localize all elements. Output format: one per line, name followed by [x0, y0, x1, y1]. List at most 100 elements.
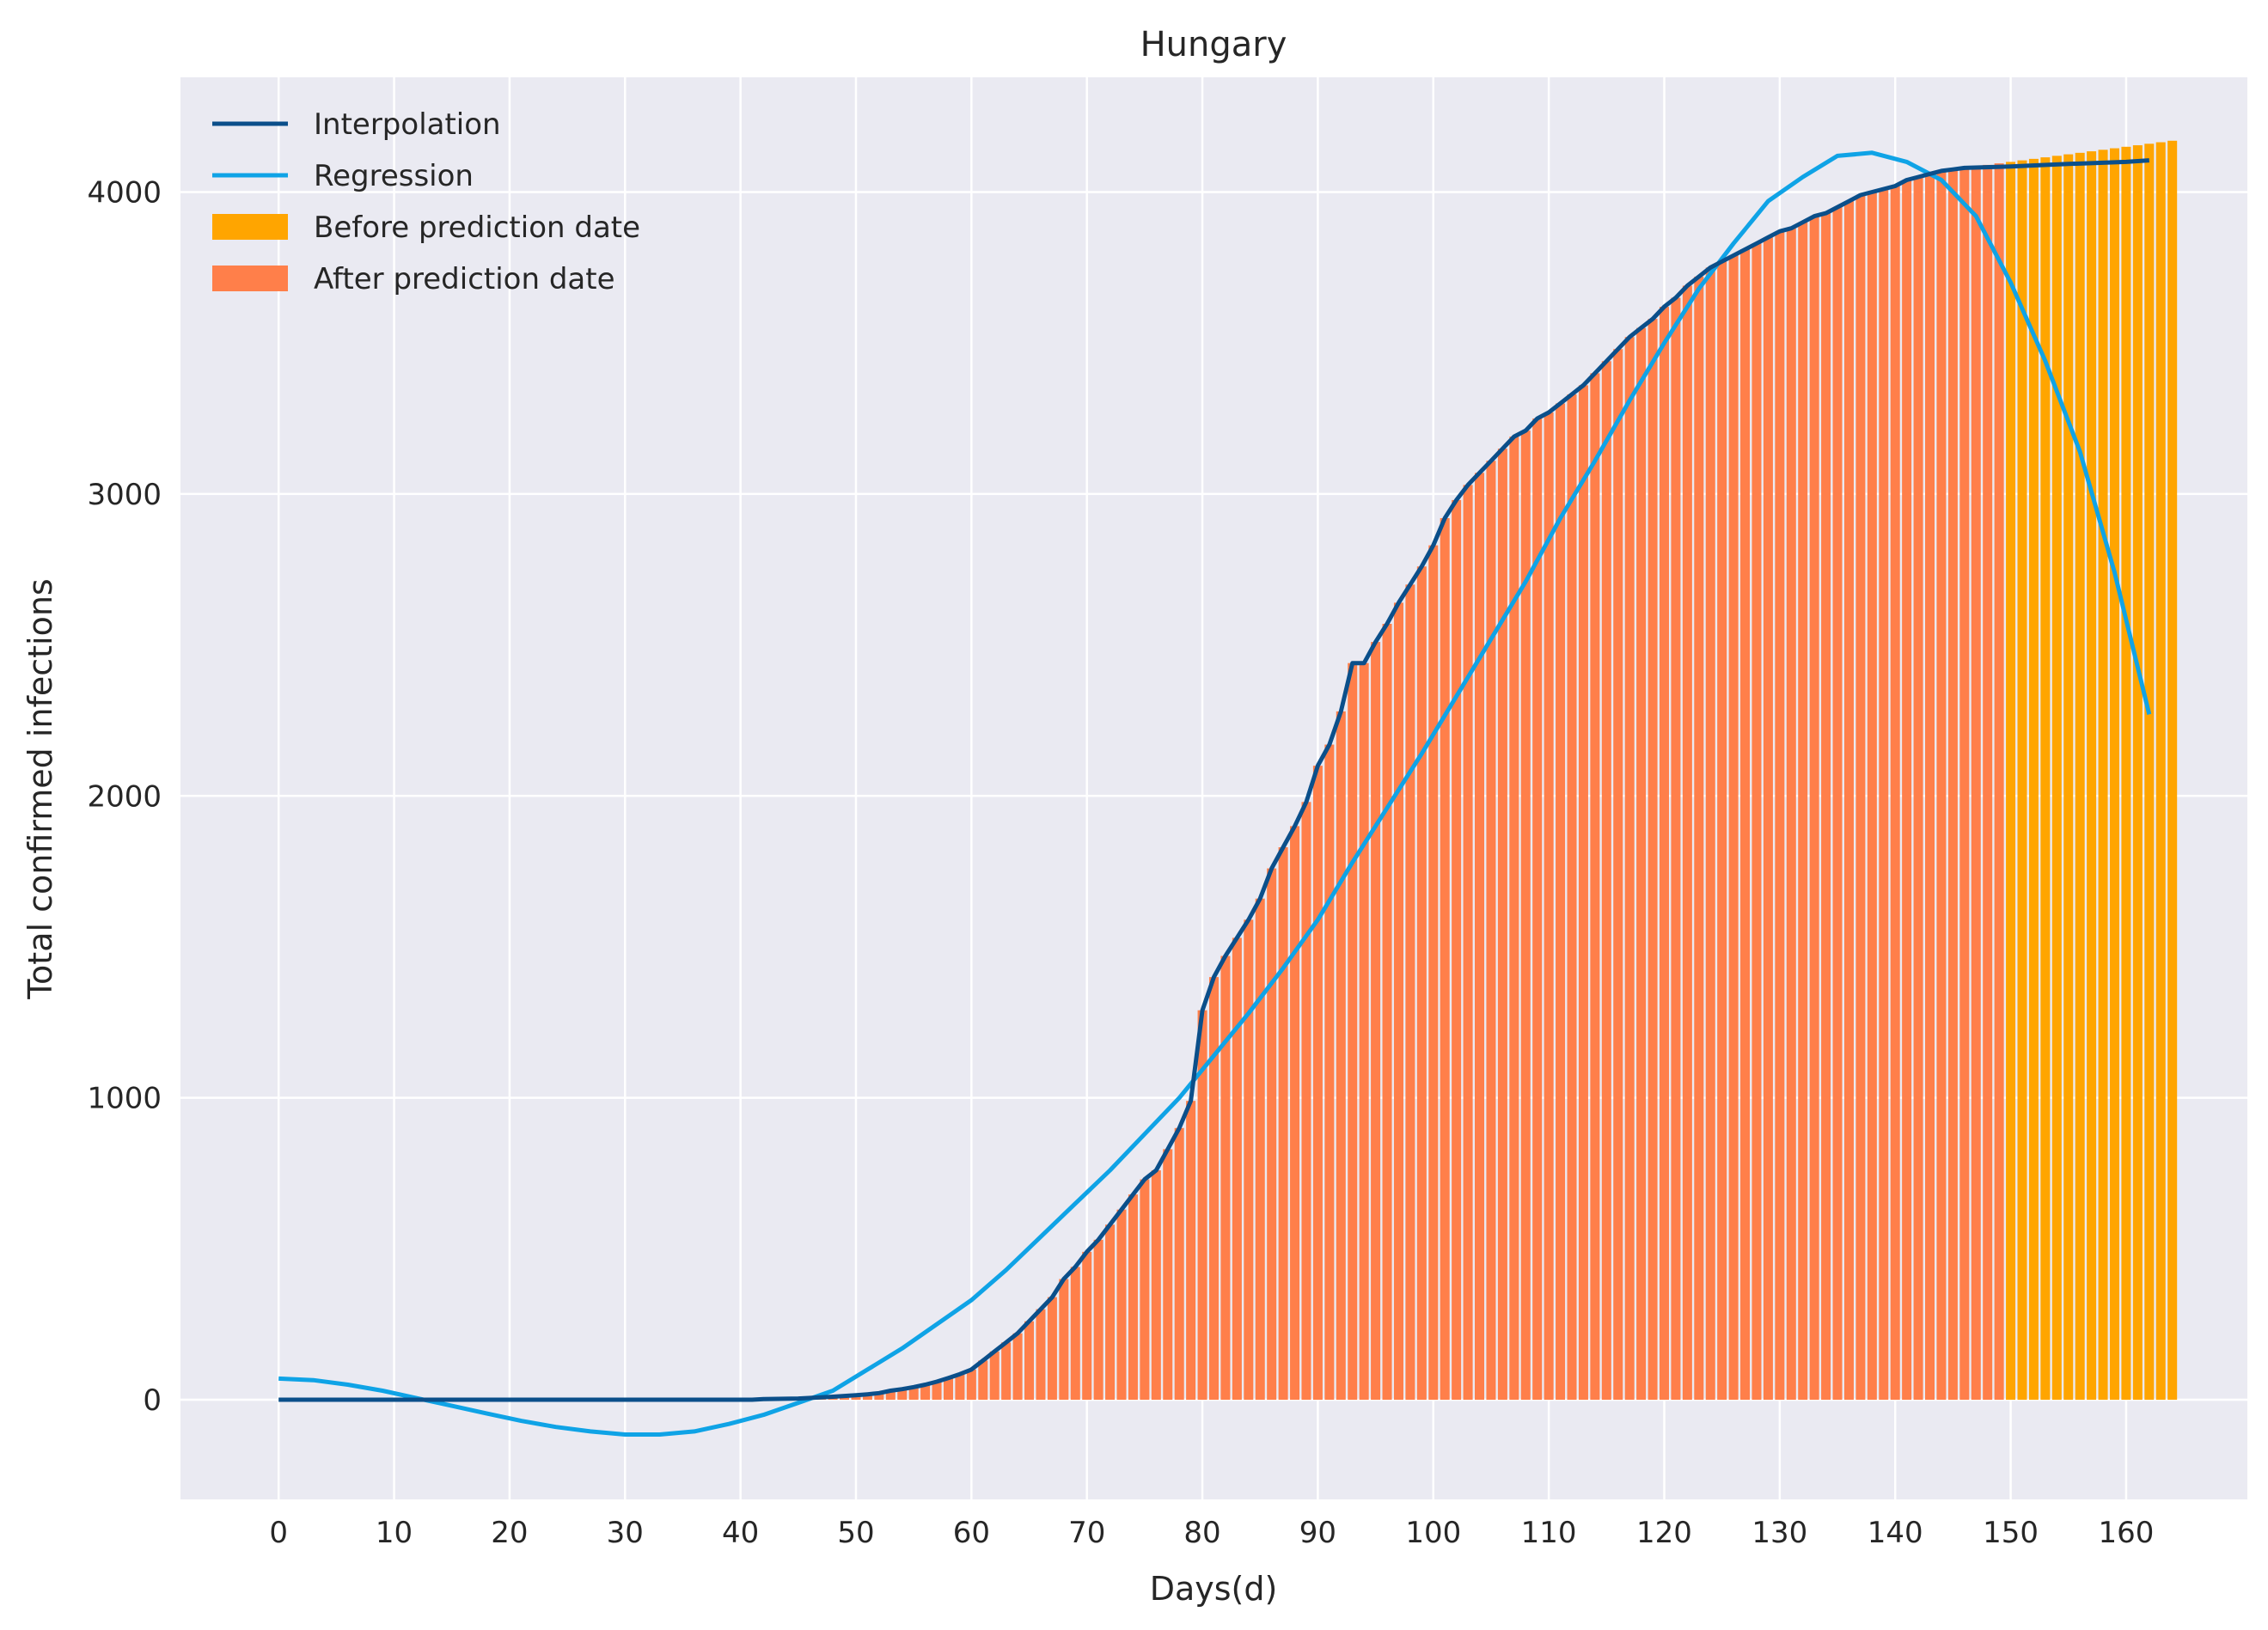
bar	[2155, 142, 2166, 1401]
interpolation-line	[278, 158, 2149, 1402]
legend: Interpolation Regression Before prediction…	[212, 107, 640, 296]
bar	[1763, 237, 1773, 1401]
x-tick-label: 60	[953, 1516, 990, 1550]
x-tick-label: 140	[1868, 1516, 1923, 1550]
bar	[1544, 412, 1554, 1401]
x-tick-label: 110	[1521, 1516, 1577, 1550]
bar	[1290, 826, 1300, 1401]
y-axis-label: Total confirmed infections	[21, 578, 59, 999]
bar	[1994, 163, 2004, 1401]
bar	[1371, 642, 1381, 1401]
x-axis-label: Days(d)	[1150, 1570, 1278, 1608]
bar	[1497, 449, 1507, 1401]
bar	[1070, 1267, 1080, 1401]
y-tick-label: 4000	[87, 176, 162, 211]
bar	[1024, 1321, 1035, 1401]
bar	[1186, 1101, 1196, 1401]
x-tick-label: 150	[1983, 1516, 2039, 1550]
bar	[2167, 140, 2178, 1401]
regression-line	[278, 150, 2152, 1437]
y-tick-label: 1000	[87, 1082, 162, 1116]
bar	[1232, 937, 1242, 1401]
bar	[1174, 1127, 1184, 1401]
bar	[2075, 152, 2085, 1401]
bar	[1913, 176, 1923, 1401]
bar	[1452, 499, 1462, 1401]
bar	[897, 1389, 908, 1401]
bar	[1567, 394, 1577, 1401]
bar	[874, 1393, 884, 1401]
legend-label: After prediction date	[314, 262, 615, 296]
bar	[1267, 868, 1277, 1401]
bar	[1278, 847, 1288, 1401]
bar	[2040, 157, 2051, 1401]
legend-label: Before prediction date	[314, 211, 640, 245]
y-tick-label: 0	[143, 1383, 162, 1418]
bar	[1001, 1342, 1012, 1401]
x-tick-label: 20	[491, 1516, 528, 1550]
bar	[1890, 186, 1900, 1401]
bar	[2144, 143, 2155, 1401]
bar	[1728, 255, 1739, 1401]
x-tick-labels: 0 10 20 30 40 50 60 70 80 90 100 110 120 130 140 150 160	[269, 1516, 2154, 1550]
x-tick-label: 70	[1068, 1516, 1105, 1550]
legend-patch-swatch	[212, 266, 288, 291]
bar	[2121, 146, 2131, 1401]
bar	[862, 1394, 872, 1401]
bar	[1659, 307, 1670, 1401]
legend-patch-swatch	[212, 214, 288, 240]
bar	[1636, 327, 1647, 1401]
bar	[885, 1390, 896, 1401]
bar	[2017, 160, 2027, 1401]
bar	[1393, 602, 1403, 1401]
bar	[1244, 919, 1254, 1401]
bar	[2063, 154, 2074, 1401]
bar	[1082, 1251, 1092, 1401]
bar	[908, 1387, 919, 1401]
bar	[1855, 195, 1866, 1401]
bar	[1821, 213, 1831, 1401]
bar	[1775, 231, 1785, 1401]
bars	[273, 140, 2178, 1401]
bar	[851, 1395, 861, 1401]
legend-label: Interpolation	[314, 107, 501, 142]
bar	[1428, 545, 1439, 1401]
y-tick-labels: 0 1000 2000 3000 4000	[87, 176, 162, 1419]
bar	[2098, 150, 2108, 1401]
bar	[1255, 898, 1265, 1401]
bar	[1220, 955, 1231, 1401]
bar	[1012, 1333, 1023, 1401]
bar	[1786, 228, 1796, 1401]
bar	[978, 1360, 988, 1401]
bar	[1578, 385, 1588, 1401]
bar	[1590, 373, 1600, 1401]
bar	[1613, 349, 1623, 1401]
bar	[1163, 1149, 1173, 1401]
bar	[1971, 166, 1981, 1401]
bar	[1798, 222, 1808, 1401]
bar	[2028, 158, 2039, 1401]
bar	[943, 1377, 953, 1401]
bar	[1463, 485, 1473, 1401]
bar	[1947, 169, 1958, 1401]
bar	[932, 1381, 942, 1401]
bar	[1105, 1224, 1116, 1401]
bar	[1440, 518, 1450, 1401]
bar	[1832, 207, 1843, 1401]
bar	[1405, 584, 1415, 1401]
bar	[1809, 216, 1819, 1401]
x-tick-label: 130	[1751, 1516, 1807, 1550]
x-tick-label: 40	[722, 1516, 759, 1550]
bar	[1705, 267, 1715, 1401]
bar	[1682, 285, 1692, 1401]
x-tick-label: 80	[1183, 1516, 1220, 1550]
bar	[1312, 766, 1323, 1401]
bar	[1359, 662, 1369, 1401]
bar	[1867, 192, 1877, 1401]
bar	[1059, 1279, 1069, 1401]
bar	[1301, 802, 1311, 1401]
bar	[955, 1374, 965, 1401]
bar	[1093, 1239, 1103, 1401]
bar	[1128, 1194, 1138, 1401]
bar	[1197, 1010, 1207, 1401]
